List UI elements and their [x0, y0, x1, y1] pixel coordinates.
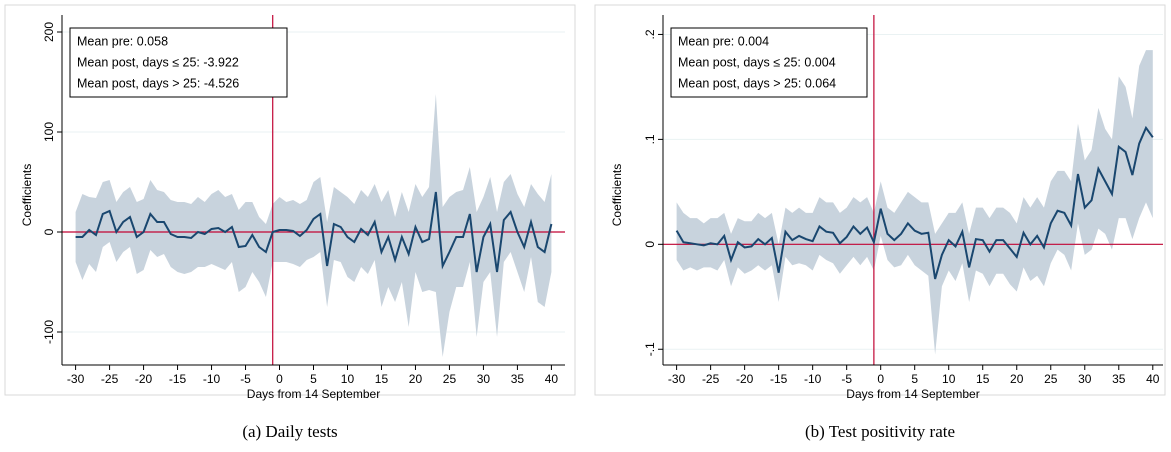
legend-text: Mean post, days ≤ 25: -3.922: [77, 55, 239, 69]
y-tick-label: 100: [42, 122, 56, 142]
x-tick-label: 35: [511, 372, 525, 386]
x-tick-label: 20: [409, 372, 423, 386]
panel-frame: [594, 4, 1166, 396]
panel-frame: [4, 4, 576, 396]
x-tick-label: 10: [341, 372, 355, 386]
legend-text: Mean post, days > 25: -4.526: [77, 76, 239, 90]
x-tick-label: 30: [477, 372, 491, 386]
x-tick-label: -10: [804, 372, 822, 386]
x-tick-label: 5: [911, 372, 918, 386]
y-tick-label: .2: [643, 29, 657, 39]
panel: -100 0 100 200 -30 -25 -20 -15 -10 -5 0 5 10 15 20 25 30…: [4, 4, 576, 441]
caption: (b) Test positivity rate: [805, 422, 955, 441]
y-axis-label: Coefficients: [20, 164, 34, 226]
x-tick-label: 25: [1044, 372, 1058, 386]
legend-text: Mean post, days ≤ 25: 0.004: [678, 55, 836, 69]
coefficient-line: [675, 125, 1154, 280]
x-tick-label: -5: [841, 372, 852, 386]
x-tick-label: 40: [1146, 372, 1160, 386]
legend-box: [69, 27, 288, 98]
confidence-band: [676, 50, 1153, 355]
x-tick-label: -10: [203, 372, 221, 386]
x-tick-label: 10: [942, 372, 956, 386]
y-tick-label: 200: [42, 22, 56, 42]
x-tick-label: -25: [702, 372, 720, 386]
x-tick-label: 30: [1078, 372, 1092, 386]
x-tick-label: -20: [135, 372, 153, 386]
x-tick-label: -30: [668, 372, 686, 386]
x-tick-label: -30: [67, 372, 85, 386]
x-tick-label: -25: [101, 372, 119, 386]
legend-text: Mean pre: 0.004: [678, 34, 769, 48]
caption: (a) Daily tests: [242, 422, 337, 441]
x-tick-label: -15: [770, 372, 788, 386]
x-axis-label: Days from 14 September: [247, 387, 380, 401]
panel: -.1 0 .1 .2 -30 -25 -20 -15 -10 -5 0 5 10 15 20 25 30 35 4…: [594, 4, 1166, 441]
legend-text: Mean pre: 0.058: [77, 34, 168, 48]
y-axis-label: Coefficients: [610, 164, 624, 226]
legend-text: Mean post, days > 25: 0.064: [678, 76, 836, 90]
x-tick-label: 15: [976, 372, 990, 386]
x-tick-label: 0: [276, 372, 283, 386]
x-tick-label: 15: [375, 372, 389, 386]
y-tick-label: -100: [42, 320, 56, 344]
coefficient-line: [75, 191, 553, 273]
confidence-band: [75, 94, 552, 357]
x-tick-label: 5: [310, 372, 317, 386]
y-tick-label: .1: [643, 134, 657, 144]
x-tick-label: 20: [1010, 372, 1024, 386]
y-tick-label: -.1: [643, 342, 657, 356]
x-tick-label: 25: [443, 372, 457, 386]
y-tick-label: 0: [42, 228, 56, 235]
x-tick-label: 40: [545, 372, 559, 386]
x-tick-label: 0: [877, 372, 884, 386]
legend-box: [670, 27, 868, 98]
x-tick-label: 35: [1112, 372, 1126, 386]
y-tick-label: 0: [643, 241, 657, 248]
x-tick-label: -5: [240, 372, 251, 386]
x-tick-label: -15: [169, 372, 187, 386]
x-axis-label: Days from 14 September: [846, 387, 979, 401]
x-tick-label: -20: [736, 372, 754, 386]
